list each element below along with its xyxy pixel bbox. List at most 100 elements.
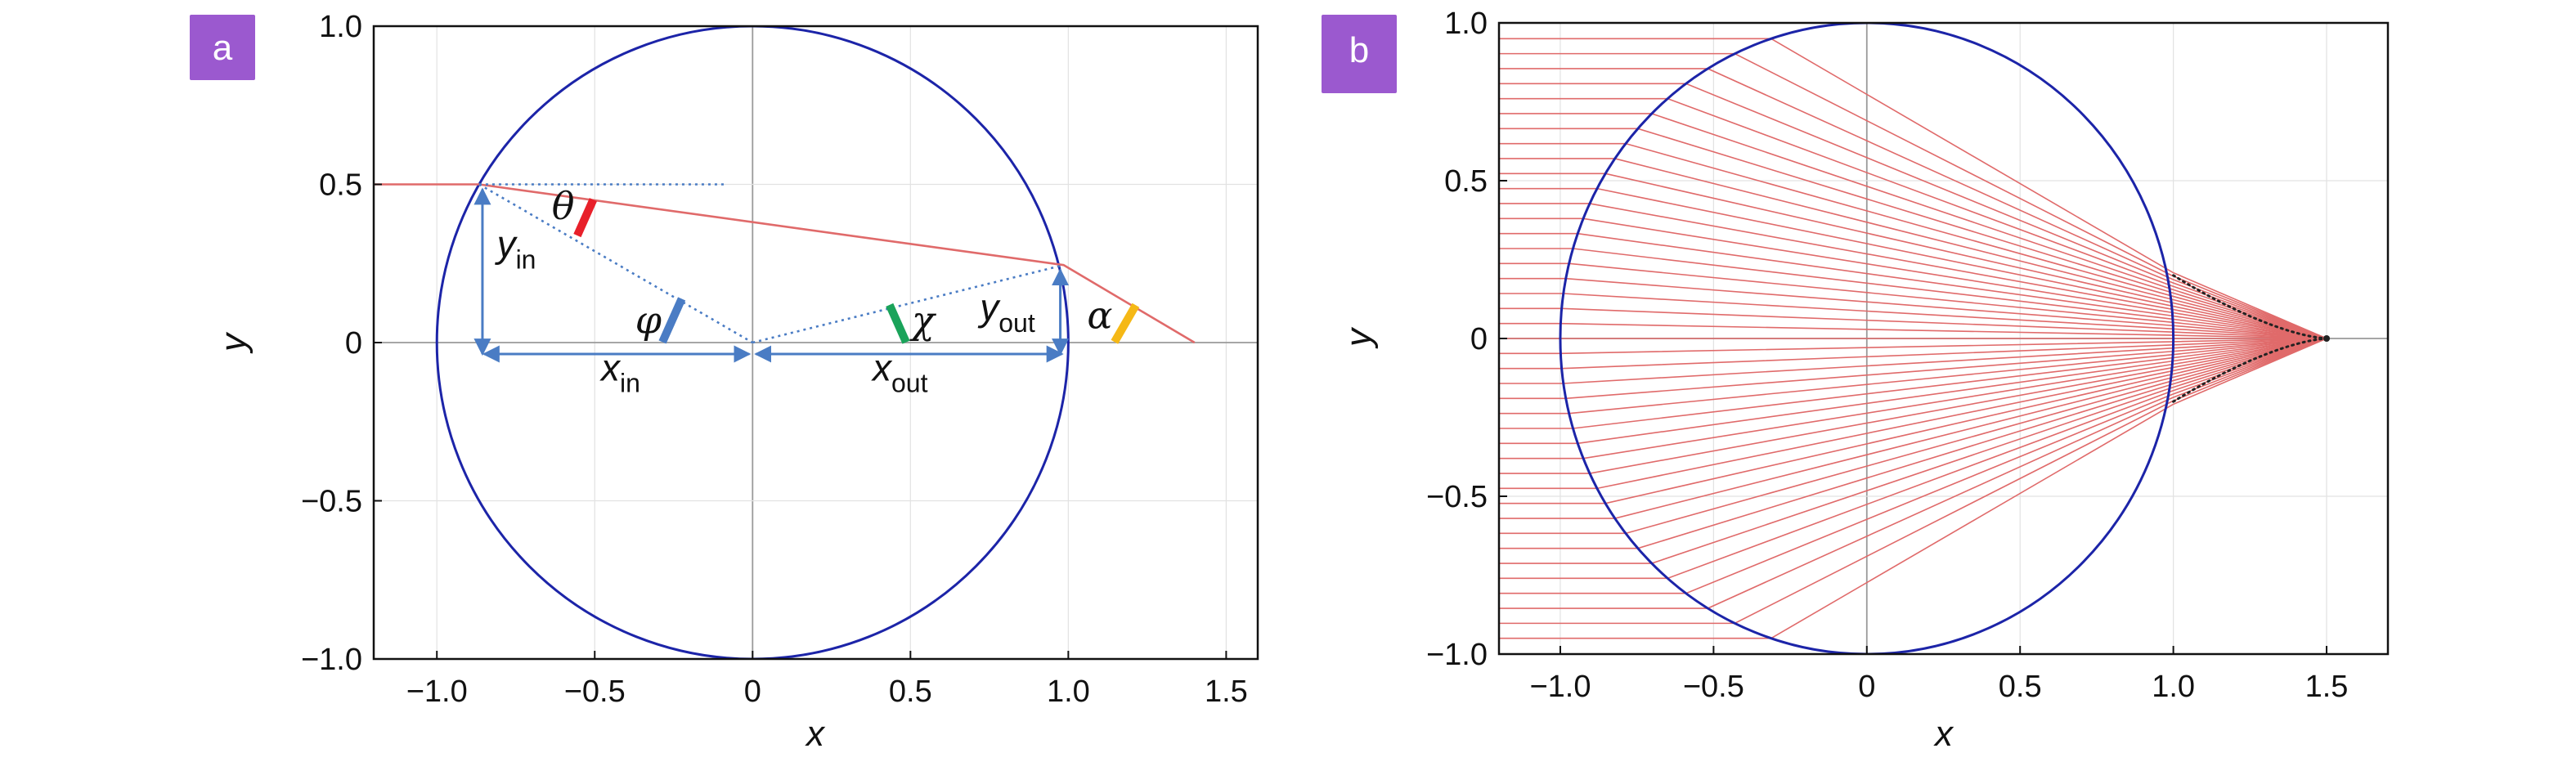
panel-b-ray — [1499, 113, 2327, 339]
panel-b-ray — [1499, 338, 2327, 415]
x-out-label-main: x — [871, 346, 893, 388]
panel-a-y-tick-label: −1.0 — [301, 643, 362, 677]
chi-mark — [886, 303, 910, 344]
panel-b-ray — [1499, 52, 2327, 339]
panel-b-ray — [1499, 338, 2327, 429]
alpha-label: α — [1087, 294, 1112, 338]
panel-b-ray — [1499, 262, 2327, 339]
panel-b-x-tick-label: 0.5 — [1999, 670, 2042, 704]
panel-b-ray — [1499, 277, 2327, 339]
panel-a-y-tick-label: 0.5 — [319, 168, 362, 203]
panel-a-y-tick-label: 1.0 — [319, 10, 362, 44]
y-out-label: yout — [977, 286, 1035, 338]
panel-a-radius-in — [478, 183, 753, 344]
theta-mark — [573, 198, 597, 238]
panel-b-y-axis-label: y — [1339, 326, 1379, 349]
y-out-label-sub: out — [999, 308, 1035, 338]
x-in-label-main: x — [599, 346, 622, 388]
panel-b-ray — [1499, 142, 2327, 339]
panel-b-x-tick-label: 1.5 — [2305, 670, 2349, 704]
y-in-label-sub: in — [516, 245, 536, 275]
panel-b-caustic — [2172, 274, 2328, 340]
panel-b-ray — [1499, 203, 2327, 339]
panel-b-ray — [1499, 338, 2327, 580]
panel-b-ray — [1499, 158, 2327, 339]
panel-b-y-tick-label: −0.5 — [1426, 480, 1488, 514]
panel-b-focus-point — [2323, 335, 2331, 342]
panel-a-x-tick-label: 0 — [744, 675, 761, 709]
panel-a-x-tick-label: 1.5 — [1205, 675, 1248, 709]
panel-b-ray — [1499, 68, 2327, 339]
panel-b-badge — [1322, 15, 1397, 93]
phi-mark — [658, 297, 686, 344]
panel-b-ray — [1499, 338, 2327, 355]
panel-b-ray — [1499, 338, 2327, 609]
panel-b: b −1.0 −0.5 0 0.5 1.0 1.5 1.0 0.5 0 −0.5 −1.0 x y — [1322, 7, 2390, 754]
x-out-label: xout — [871, 346, 928, 397]
panel-b-ray — [1499, 338, 2327, 490]
panel-b-x-tick-label: −0.5 — [1683, 670, 1744, 704]
panel-a-badge-label: a — [213, 28, 233, 68]
panel-a-ticks: −1.0 −0.5 0 0.5 1.0 1.5 1.0 0.5 0 −0.5 −1.0 — [301, 10, 1248, 709]
panel-a-plot-area — [374, 26, 1196, 659]
panel-b-ray — [1499, 338, 2327, 459]
panel-b-y-tick-label: 0.5 — [1444, 164, 1488, 199]
panel-b-ray — [1499, 338, 2327, 384]
chi-label: χ — [909, 298, 937, 342]
theta-label: θ — [552, 184, 575, 228]
panel-a-ray — [374, 183, 1196, 344]
panel-a: a −1.0 −0.5 0 0.5 1.0 1.5 1.0 0.5 0 −0.5 −1.0 θ φ … — [190, 10, 1259, 754]
panel-a-x-tick-label: −0.5 — [564, 675, 626, 709]
panel-b-ray — [1499, 187, 2327, 339]
y-out-label-main: y — [977, 286, 1001, 329]
panel-b-badge-label: b — [1349, 30, 1369, 70]
phi-label: φ — [635, 298, 662, 342]
panel-b-ray — [1499, 338, 2327, 504]
panel-b-ray — [1499, 232, 2327, 339]
panel-b-circle — [1559, 23, 2175, 654]
panel-b-ray — [1499, 338, 2327, 639]
panel-a-x-tick-label: 1.0 — [1047, 675, 1090, 709]
x-in-label: xin — [599, 346, 640, 397]
panel-b-ray — [1499, 338, 2327, 445]
panel-b-x-axis-label: x — [1933, 714, 1954, 754]
panel-a-annotations: θ φ χ α yin xin yout xo — [495, 184, 1140, 397]
panel-a-badge — [190, 15, 255, 80]
panel-b-caustic — [2172, 337, 2328, 403]
panel-b-ray — [1499, 338, 2327, 594]
panel-b-ray — [1499, 97, 2327, 339]
panel-b-ray — [1499, 38, 2327, 339]
panel-b-ray — [1499, 338, 2327, 535]
panel-a-gridlines — [374, 25, 1258, 660]
y-in-label: yin — [495, 223, 536, 275]
panel-b-ray — [1499, 217, 2327, 339]
panel-b-ray — [1499, 293, 2327, 339]
panel-b-y-tick-label: 1.0 — [1444, 7, 1488, 41]
panel-a-y-axis-label: y — [213, 331, 254, 354]
panel-b-ray — [1499, 338, 2327, 625]
panel-a-y-tick-label: 0 — [345, 326, 362, 361]
panel-b-ray — [1499, 338, 2327, 370]
panel-b-ray — [1499, 248, 2327, 339]
panel-b-ticks: −1.0 −0.5 0 0.5 1.0 1.5 1.0 0.5 0 −0.5 −1.0 — [1426, 7, 2348, 704]
panel-b-ray — [1499, 338, 2327, 519]
panel-b-plot-area — [1499, 23, 2331, 654]
panel-b-x-tick-label: 1.0 — [2152, 670, 2195, 704]
panel-a-y-tick-label: −0.5 — [301, 485, 362, 519]
panel-b-y-tick-label: 0 — [1470, 322, 1488, 356]
y-in-label-main: y — [495, 223, 518, 266]
panel-b-ray — [1499, 83, 2327, 339]
panel-b-ray — [1499, 307, 2327, 339]
panel-b-ray — [1499, 173, 2327, 339]
alpha-mark — [1111, 303, 1140, 344]
panel-b-ray — [1499, 338, 2327, 564]
panel-a-x-tick-label: 0.5 — [889, 675, 932, 709]
panel-a-x-tick-label: −1.0 — [406, 675, 468, 709]
panel-b-x-tick-label: 0 — [1858, 670, 1875, 704]
panel-b-ray — [1499, 338, 2327, 400]
x-out-label-sub: out — [891, 368, 928, 397]
panel-a-radius-out — [752, 263, 1064, 344]
x-in-label-sub: in — [620, 368, 640, 397]
panel-b-ray — [1499, 322, 2327, 339]
